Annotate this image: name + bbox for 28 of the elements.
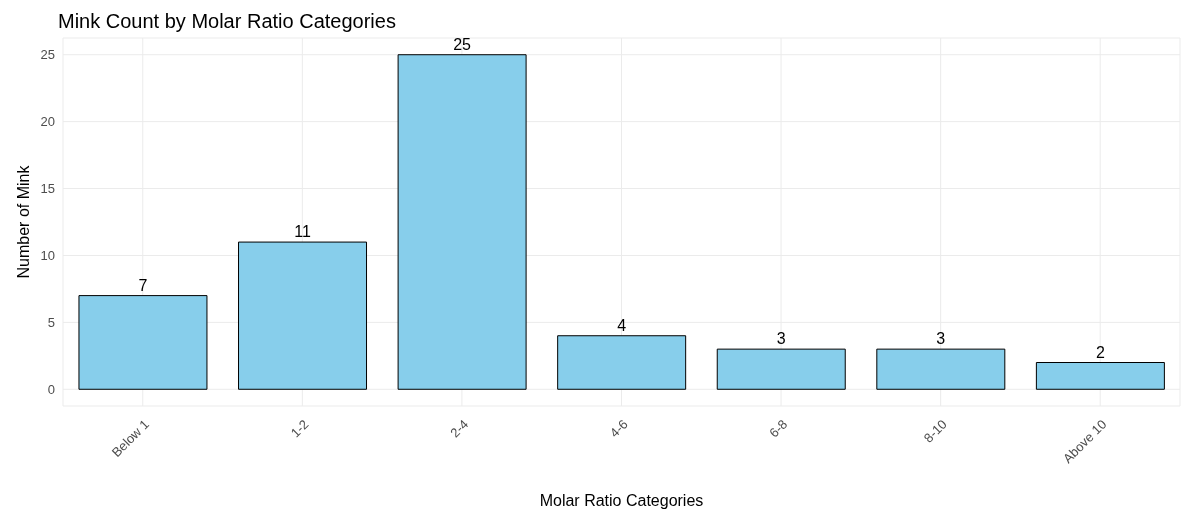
y-tick-label: 10 [40,248,55,264]
bar [238,241,368,390]
bar [397,54,527,390]
y-tick-label: 20 [40,114,55,130]
x-axis-title: Molar Ratio Categories [539,492,704,509]
data-label: 25 [453,35,472,53]
data-label: 3 [776,330,786,348]
bar [1035,362,1165,390]
data-label: 4 [617,316,627,334]
bar [78,295,208,390]
y-tick-label: 0 [47,381,55,397]
x-tick-label: 6-8 [766,416,791,441]
y-axis-title: Number of Mink [14,164,32,279]
chart-title: Mink Count by Molar Ratio Categories [58,10,396,33]
data-label: 11 [294,223,311,241]
x-tick-label: 8-10 [920,416,950,446]
x-tick-label: 1-2 [287,416,312,441]
y-tick-label: 25 [40,47,55,63]
x-tick-label: 2-4 [447,416,472,441]
data-label: 3 [936,330,946,348]
bar [557,335,687,390]
data-label: 7 [138,276,148,294]
x-tick-label: 4-6 [606,416,631,441]
y-tick-label: 5 [47,314,55,330]
data-label: 2 [1095,343,1105,361]
bar [876,348,1006,390]
bar [716,348,846,390]
y-tick-label: 15 [40,181,55,197]
